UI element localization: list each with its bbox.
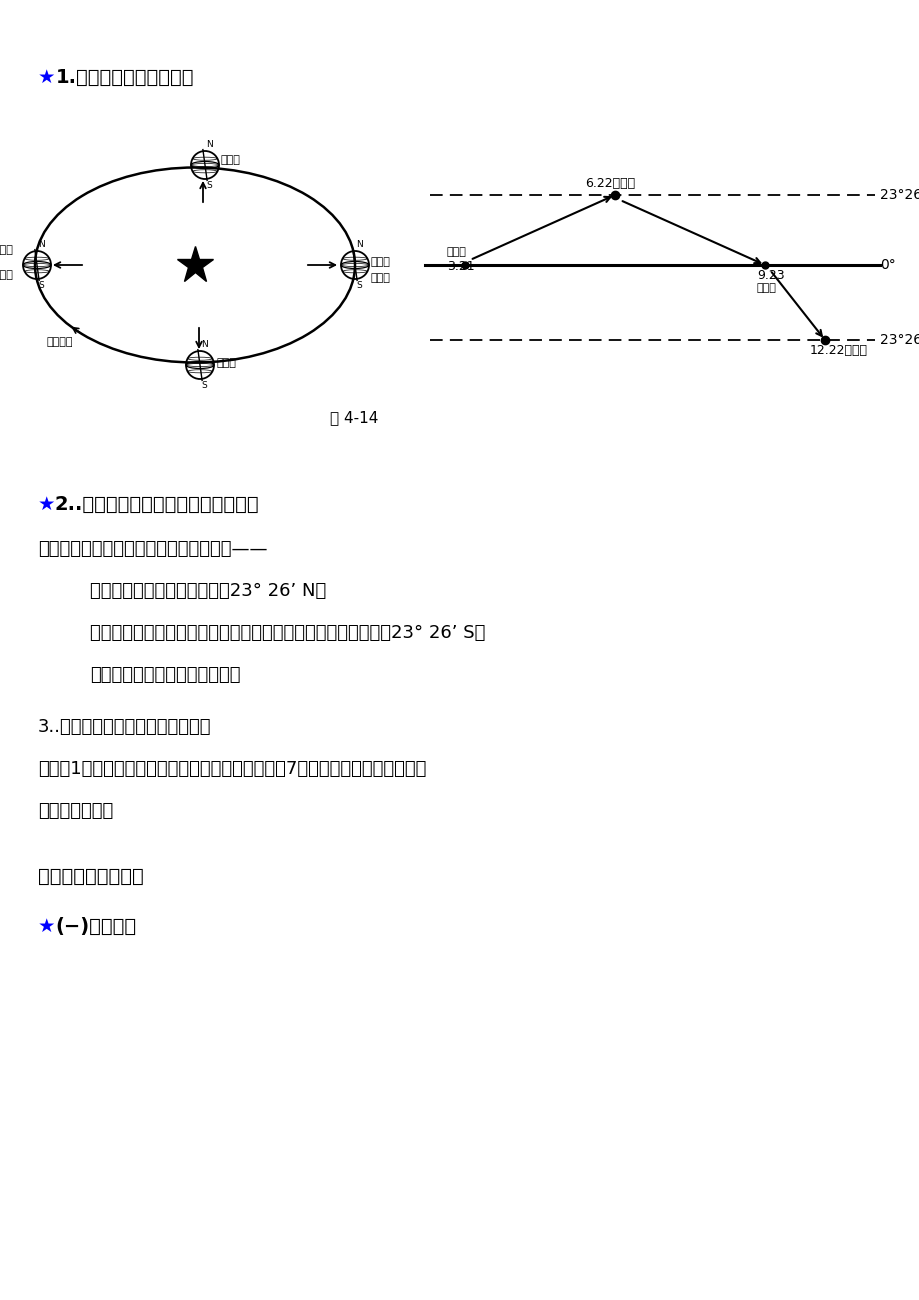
Text: S: S: [206, 181, 211, 190]
Text: 秋分日: 秋分日: [756, 283, 776, 292]
Text: N: N: [38, 240, 45, 248]
Text: 公转方向: 公转方向: [47, 337, 74, 347]
Text: ★: ★: [38, 916, 55, 936]
Text: 2..地球公转过程中两分两至点的判断: 2..地球公转过程中两分两至点的判断: [55, 495, 259, 514]
Text: 3..地球公转过程中速度变化的判断: 3..地球公转过程中速度变化的判断: [38, 718, 211, 736]
Text: N: N: [200, 339, 208, 348]
Text: 春分日: 春分日: [447, 247, 466, 257]
Text: 则地球处在公转轨道上的夏至点；连线在赤道以南阀明太阳直射23° 26’ S，: 则地球处在公转轨道上的夏至点；连线在赤道以南阀明太阳直射23° 26’ S，: [90, 624, 485, 642]
Text: 23°26’: 23°26’: [879, 188, 919, 202]
Text: 9.23: 9.23: [756, 269, 784, 282]
Text: (−)昼夜交替: (−)昼夜交替: [55, 916, 136, 936]
Text: S: S: [356, 281, 361, 290]
Text: S: S: [38, 281, 44, 290]
Text: 则地球处在公转轨道上的冬至点: 则地球处在公转轨道上的冬至点: [90, 666, 240, 684]
Text: 二、昼夜交替和时差: 二、昼夜交替和时差: [38, 867, 143, 887]
Text: 远日点: 远日点: [0, 244, 13, 255]
Text: N: N: [206, 140, 212, 150]
Text: 0°: 0°: [879, 257, 895, 272]
Text: 1.太阳直射点的移动规律: 1.太阳直射点的移动规律: [56, 68, 194, 87]
Text: 12.22冬至日: 12.22冬至日: [809, 344, 867, 358]
Text: 近日点: 近日点: [370, 257, 391, 266]
Text: 秋分日: 秋分日: [217, 358, 236, 368]
Text: 6.22夏至日: 6.22夏至日: [584, 177, 634, 190]
Text: 图 4-14: 图 4-14: [330, 410, 378, 425]
Text: S: S: [200, 381, 207, 390]
Text: 连线在赤道以北阀明太阳直射23° 26’ N，: 连线在赤道以北阀明太阳直射23° 26’ N，: [90, 582, 326, 601]
Text: 公转速度最慢。: 公转速度最慢。: [38, 802, 113, 820]
Text: 根据：1月初，地球运行至近日点，公转速度最快；7月初，地球运行至远日点，: 根据：1月初，地球运行至近日点，公转速度最快；7月初，地球运行至远日点，: [38, 760, 425, 777]
Text: ★: ★: [38, 68, 55, 87]
Text: 23°26’: 23°26’: [879, 333, 919, 347]
Text: 根据：看日地球心连线和赤道的位置关系——: 根据：看日地球心连线和赤道的位置关系——: [38, 540, 267, 558]
Text: 冬至日: 冬至日: [370, 273, 391, 283]
Text: 3.21: 3.21: [447, 260, 474, 273]
Text: N: N: [356, 240, 362, 248]
Text: 春分日: 春分日: [221, 155, 241, 165]
Text: ★: ★: [38, 495, 55, 514]
Text: 夏至日: 夏至日: [0, 270, 13, 280]
